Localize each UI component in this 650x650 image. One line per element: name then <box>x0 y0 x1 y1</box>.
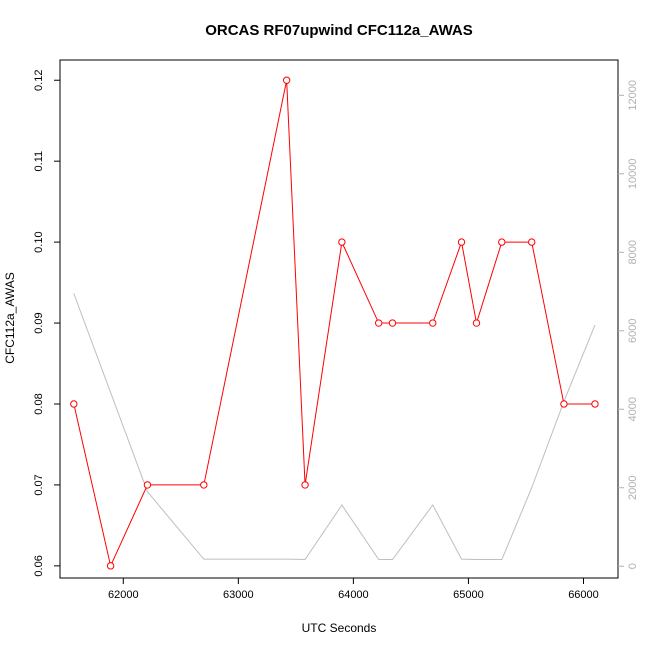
chart-title: ORCAS RF07upwind CFC112a_AWAS <box>205 22 473 39</box>
data-point-13 <box>528 238 536 246</box>
data-point-7 <box>374 319 383 327</box>
y-tick-label-4: 0.10 <box>33 231 45 252</box>
data-point-5 <box>301 481 309 489</box>
series-red-line <box>73 80 595 568</box>
y2-tick-label-1: 2000 <box>627 476 639 500</box>
x-axis: 62000 63000 64000 65000 66000 <box>108 578 599 601</box>
data-point-8 <box>388 319 397 327</box>
data-point-12 <box>498 238 506 246</box>
y-tick-label-6: 0.12 <box>33 70 45 91</box>
data-point-10 <box>457 238 466 246</box>
data-point-15 <box>591 400 599 408</box>
series-gray-line <box>73 293 596 561</box>
data-point-11 <box>472 319 481 327</box>
y2-tick-label-6: 12000 <box>627 80 639 111</box>
data-point-0 <box>70 400 78 408</box>
y-tick-label-5: 0.11 <box>33 151 45 172</box>
x-tick-label-1: 63000 <box>223 589 254 601</box>
y2-tick-label-5: 10000 <box>627 159 639 190</box>
y-tick-label-2: 0.08 <box>33 393 45 414</box>
x-tick-label-2: 64000 <box>338 589 369 601</box>
y2-tick-label-4: 8000 <box>627 240 639 264</box>
y2-tick-label-3: 6000 <box>627 319 639 343</box>
data-point-2 <box>143 481 152 489</box>
x-axis-label: UTC Seconds <box>302 621 377 635</box>
y-axis-label: CFC112a_AWAS <box>3 272 17 364</box>
y2-tick-label-0: 0 <box>627 563 639 569</box>
y2-tick-label-2: 4000 <box>627 397 639 421</box>
data-point-6 <box>338 238 346 246</box>
data-point-1 <box>106 562 115 570</box>
plot-frame <box>59 59 619 579</box>
x-tick-label-4: 66000 <box>568 589 599 601</box>
y-tick-label-1: 0.07 <box>33 474 45 495</box>
data-point-4 <box>282 76 291 84</box>
y-tick-label-0: 0.06 <box>33 555 45 576</box>
x-tick-label-3: 65000 <box>453 589 484 601</box>
data-point-9 <box>429 319 437 327</box>
y-axis-right: 0 2000 4000 6000 8000 10000 12000 <box>618 80 639 569</box>
data-point-14 <box>560 400 568 408</box>
y-axis-left: 0.06 0.07 0.08 0.09 0.10 0.11 0.12 <box>33 70 60 577</box>
x-tick-label-0: 62000 <box>108 589 139 601</box>
series-layer <box>70 76 599 570</box>
data-point-3 <box>200 481 208 489</box>
y-tick-label-3: 0.09 <box>33 312 45 333</box>
